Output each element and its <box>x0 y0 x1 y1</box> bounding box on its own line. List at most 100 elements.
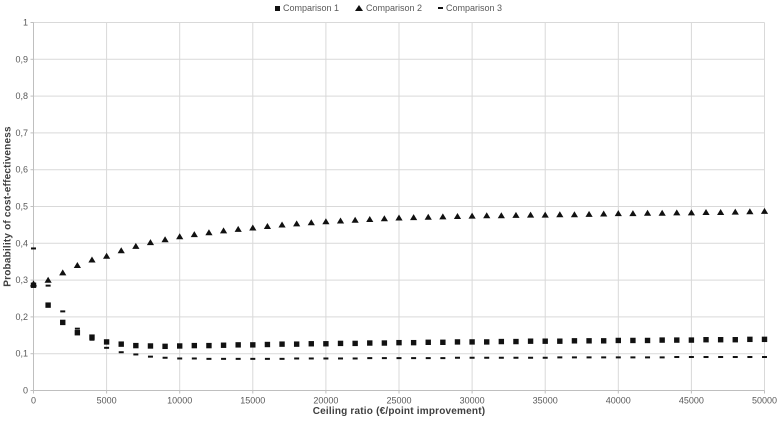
data-point-square <box>396 339 402 346</box>
data-point-triangle <box>439 213 447 220</box>
data-point-triangle <box>410 214 418 221</box>
data-point-square <box>688 337 695 343</box>
data-point-triangle <box>132 242 140 249</box>
data-point-square <box>761 336 768 343</box>
data-point-triangle <box>556 211 564 218</box>
data-point-triangle <box>205 229 213 236</box>
data-point-dash <box>31 247 36 250</box>
data-point-triangle <box>278 221 286 228</box>
data-point-square <box>235 342 241 348</box>
data-point-square <box>674 337 680 343</box>
x-tick-label: 50000 <box>752 396 777 406</box>
data-point-square <box>732 337 738 343</box>
data-point-triangle <box>643 209 652 216</box>
data-point-dash <box>688 356 694 359</box>
data-point-dash <box>469 356 475 359</box>
data-point-square <box>630 337 636 344</box>
data-point-triangle <box>146 239 155 246</box>
data-point-dash <box>440 357 446 360</box>
data-point-dash <box>235 357 241 360</box>
data-point-triangle <box>526 211 535 218</box>
data-point-dash <box>177 357 183 360</box>
y-tick-label: 0 <box>23 386 28 396</box>
data-point-triangle <box>190 231 198 238</box>
data-point-dash <box>352 357 358 360</box>
data-point-square <box>367 340 373 346</box>
x-tick-label: 0 <box>31 396 36 406</box>
data-point-square <box>133 342 139 349</box>
data-point-dash <box>104 346 110 349</box>
data-point-triangle <box>351 216 359 223</box>
data-point-dash <box>659 356 665 359</box>
data-point-square <box>513 338 519 345</box>
data-point-dash <box>191 357 197 360</box>
data-point-square <box>279 341 285 347</box>
data-point-square <box>60 319 66 326</box>
x-tick-label: 20000 <box>313 396 338 406</box>
data-point-square <box>615 337 621 344</box>
data-point-triangle <box>702 208 710 215</box>
data-point-dash <box>89 338 95 341</box>
y-tick-label: 0,5 <box>15 202 28 212</box>
data-point-dash <box>367 357 373 360</box>
data-point-dash <box>60 310 66 313</box>
data-point-dash <box>718 356 724 359</box>
data-point-square <box>45 302 51 308</box>
data-point-dash <box>586 356 592 359</box>
data-point-dash <box>601 356 607 359</box>
legend-item-comparison-1: Comparison 1 <box>274 3 339 13</box>
data-point-triangle <box>512 211 520 218</box>
data-point-square <box>177 343 183 349</box>
data-point-triangle <box>263 222 272 229</box>
chart-legend: Comparison 1 Comparison 2 Comparison 3 <box>0 1 777 15</box>
data-point-square <box>206 342 212 349</box>
y-tick-label: 0,2 <box>15 312 28 322</box>
data-point-dash <box>645 356 651 359</box>
x-tick-label: 5000 <box>97 396 117 406</box>
data-point-dash <box>557 356 563 359</box>
data-point-triangle <box>103 252 111 259</box>
data-point-triangle <box>614 210 622 217</box>
data-point-square <box>484 339 490 345</box>
legend-label-comparison-2: Comparison 2 <box>365 3 423 13</box>
data-point-dash <box>425 357 431 360</box>
data-point-triangle <box>424 213 432 220</box>
triangle-marker-icon <box>354 5 363 11</box>
data-point-dash <box>498 356 504 359</box>
data-point-dash <box>411 357 417 360</box>
data-point-dash <box>381 357 387 360</box>
data-point-dash <box>630 356 636 359</box>
data-point-triangle <box>293 220 301 227</box>
x-tick-label: 15000 <box>240 396 265 406</box>
data-point-square <box>440 339 446 345</box>
data-point-triangle <box>570 211 579 218</box>
data-point-square <box>293 341 300 347</box>
data-point-square <box>74 330 81 336</box>
data-point-triangle <box>497 212 505 219</box>
data-point-square <box>659 337 665 343</box>
data-point-triangle <box>483 212 491 219</box>
x-axis-title: Ceiling ratio (€/point improvement) <box>312 406 486 417</box>
y-tick-label: 0,8 <box>15 91 28 101</box>
y-tick-label: 1 <box>23 18 28 28</box>
data-point-triangle <box>44 276 52 283</box>
data-point-square <box>103 339 110 345</box>
data-point-dash <box>294 357 300 360</box>
data-point-dash <box>396 357 402 360</box>
data-point-dash <box>162 356 168 359</box>
data-point-triangle <box>658 209 666 216</box>
x-tick-label: 25000 <box>386 396 411 406</box>
data-point-square <box>469 339 475 345</box>
x-tick-label: 40000 <box>606 396 631 406</box>
data-point-dash <box>484 356 490 359</box>
data-point-square <box>118 341 124 347</box>
data-point-square <box>703 337 709 343</box>
y-tick-label: 0,1 <box>15 349 28 359</box>
data-point-triangle <box>760 207 769 214</box>
data-point-dash <box>513 356 519 359</box>
data-point-dash <box>308 357 314 360</box>
data-point-triangle <box>673 209 681 216</box>
data-point-triangle <box>629 210 637 217</box>
x-tick-label: 10000 <box>167 396 192 406</box>
